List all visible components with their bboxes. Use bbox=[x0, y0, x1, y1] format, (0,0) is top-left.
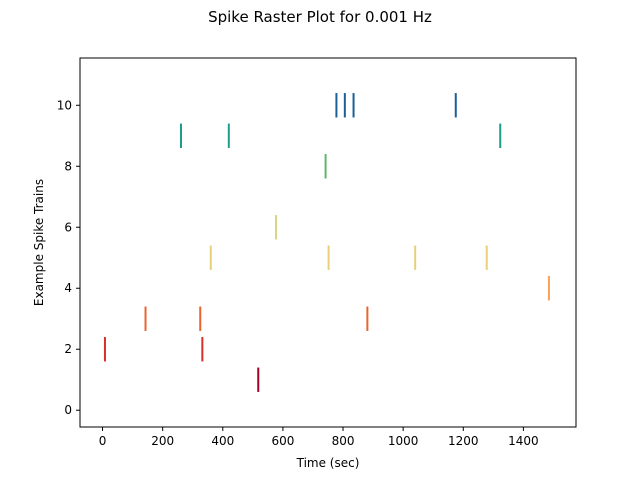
x-tick-label: 1400 bbox=[508, 434, 539, 448]
x-tick-label: 800 bbox=[332, 434, 355, 448]
y-axis-ticks: 0 2 4 6 8 10 bbox=[57, 98, 80, 417]
plot-frame bbox=[79, 57, 577, 428]
x-axis-label: Time (sec) bbox=[296, 456, 360, 470]
spike-layer bbox=[103, 93, 550, 392]
y-tick-label: 10 bbox=[57, 98, 72, 112]
x-tick-label: 0 bbox=[99, 434, 107, 448]
x-tick-label: 600 bbox=[271, 434, 294, 448]
y-axis-label: Example Spike Trains bbox=[32, 179, 46, 306]
x-tick-label: 400 bbox=[211, 434, 234, 448]
y-tick-label: 8 bbox=[64, 159, 72, 173]
chart-title: Spike Raster Plot for 0.001 Hz bbox=[208, 8, 432, 26]
x-tick-label: 200 bbox=[151, 434, 174, 448]
y-tick-label: 6 bbox=[64, 220, 72, 234]
x-axis-ticks: 0 200 400 600 800 1000 1200 1400 bbox=[99, 427, 539, 448]
x-tick-label: 1000 bbox=[388, 434, 419, 448]
x-tick-label: 1200 bbox=[448, 434, 479, 448]
y-tick-label: 2 bbox=[64, 342, 72, 356]
y-tick-label: 0 bbox=[64, 403, 72, 417]
y-tick-label: 4 bbox=[64, 281, 72, 295]
